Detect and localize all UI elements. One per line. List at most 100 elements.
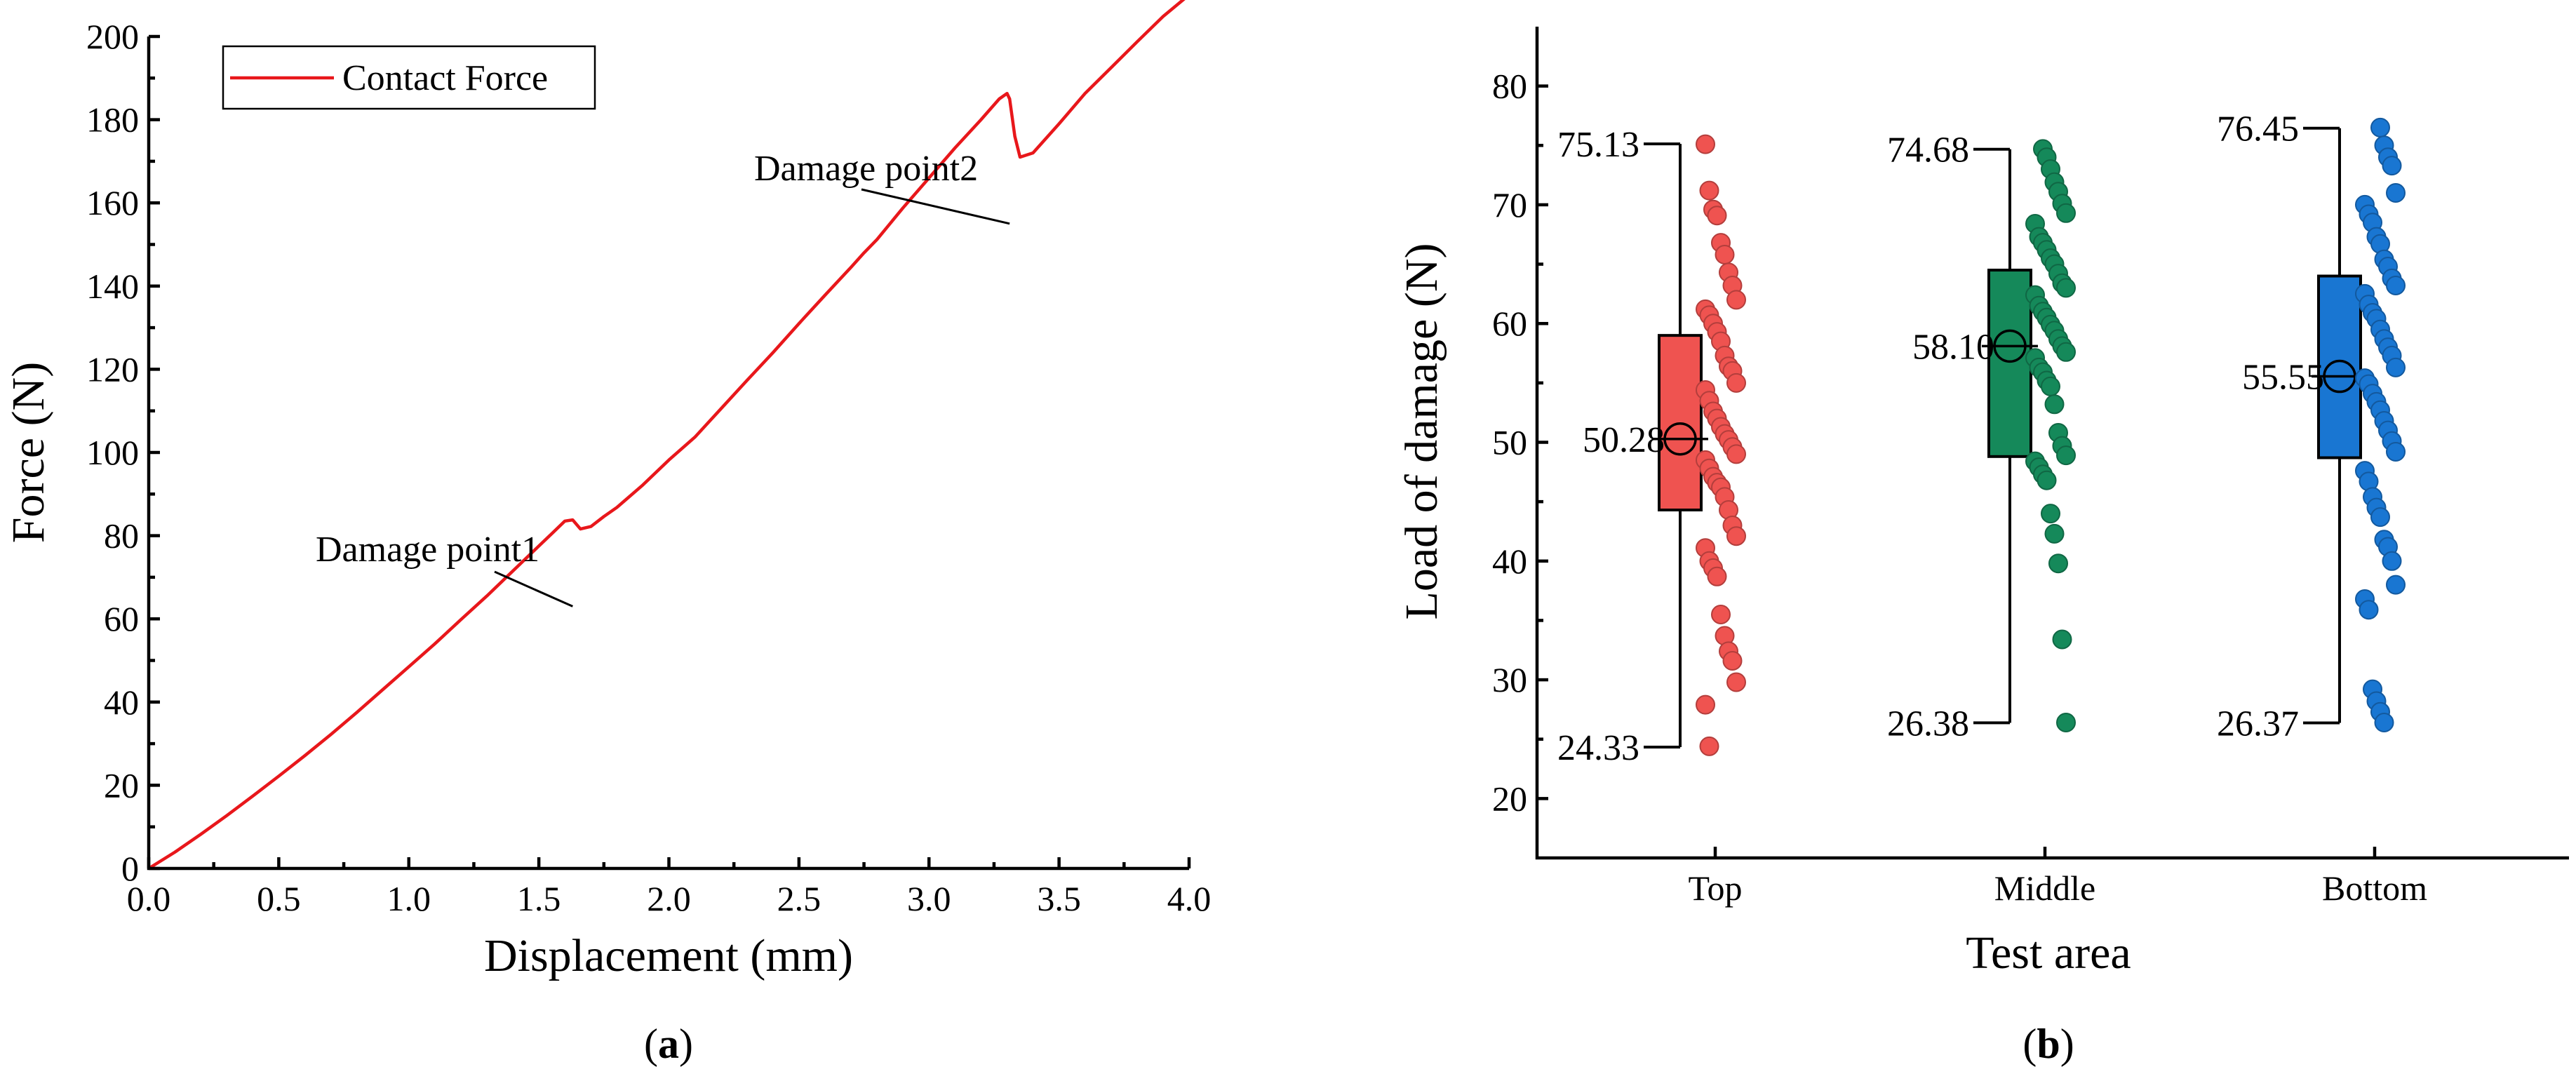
min-label: 26.37 [2217,704,2299,744]
y-axis-label-b: Load of damage (N) [1396,243,1447,620]
panel-caption-a: (a) [644,1021,693,1067]
max-label: 74.68 [1887,130,1969,170]
data-point [1707,566,1727,586]
x-tick-label-a: 3.5 [1037,879,1081,918]
data-point [2041,504,2060,524]
data-point [2048,553,2068,574]
axis-frame-a [147,36,1189,871]
mean-label: 58.10 [1912,327,1994,367]
panel-label-a: a [658,1021,679,1067]
y-tick-label-a: 0 [121,849,139,888]
data-point [1699,180,1719,201]
y-tick-label-a: 120 [86,349,139,389]
data-point [1726,290,1746,310]
data-point [2386,183,2406,203]
mean-label: 50.28 [1583,420,1665,460]
legend-box [222,45,596,110]
data-point [2359,600,2379,620]
y-axis-label-a: Force (N) [3,362,54,543]
panel-b-box-chart: 20 30 40 50 60 70 80 Top Middle Bottom 75.13 24.33… [1396,27,2569,1067]
panel-label-b: b [2037,1021,2060,1067]
y-tick-label-a: 40 [104,683,139,722]
mean-label: 55.55 [2242,358,2324,398]
y-tick-label-b: 70 [1492,185,1527,224]
panel-a-line-chart: 0.0 0.5 1.0 1.5 2.0 2.5 3.0 3.5 4.0 0 20 40 60 80 100 1… [3,0,1211,1067]
data-point [1707,206,1727,226]
x-tick-label-a: 0.0 [127,879,171,918]
data-point [1726,444,1746,464]
data-point [2370,507,2390,528]
x-axis-label-a: Displacement (mm) [484,930,853,981]
data-point [1726,526,1746,546]
data-point [1696,134,1715,154]
data-point [2370,117,2390,137]
y-tick-label-a: 80 [104,516,139,556]
data-point [2041,376,2060,396]
annotation-leader-damage-point1 [494,570,573,607]
max-label: 75.13 [1557,125,1639,165]
data-point [2044,394,2065,415]
y-tick-label-b: 30 [1492,660,1527,699]
x-tick-label-a: 4.0 [1167,879,1212,918]
data-point [2052,629,2072,650]
x-tick-label-a: 0.5 [257,879,301,918]
panel-caption-b: (b) [2022,1021,2074,1067]
annotation-damage-point1: Damage point1 [316,530,539,570]
data-point [2382,156,2402,176]
x-tick-label-a: 1.5 [517,879,561,918]
data-point [2056,278,2076,298]
data-point [2044,523,2065,544]
y-tick-label-a: 60 [104,599,139,638]
min-label: 26.38 [1887,704,1969,744]
annotation-leader-damage-point2 [861,188,1010,225]
x-tick-label-bottom: Bottom [2322,868,2427,908]
y-tick-label-b: 60 [1492,304,1527,343]
data-point [2056,445,2076,466]
y-tick-label-a: 20 [104,765,139,805]
data-point [1726,672,1746,692]
data-point [1696,694,1715,715]
x-tick-label-middle: Middle [1994,868,2095,908]
x-tick-label-a: 2.0 [647,879,691,918]
data-point [1711,605,1731,624]
y-tick-label-a: 180 [86,100,139,140]
x-axis-label-b: Test area [1966,927,2131,979]
y-tick-label-b: 20 [1492,779,1527,818]
data-point [2056,342,2076,362]
y-tick-label-b: 40 [1492,542,1527,581]
max-label: 76.45 [2217,109,2299,149]
y-tick-label-b: 50 [1492,423,1527,462]
data-point [2056,713,2076,732]
box-middle [1987,269,2032,458]
x-tick-label-a: 2.5 [777,879,821,918]
data-point [2386,575,2406,595]
data-point [2037,470,2057,490]
x-tick-label-a: 1.0 [387,879,431,918]
legend-label-contact-force: Contact Force [342,58,548,98]
x-tick-label-top: Top [1688,868,1742,908]
data-point [1726,372,1746,393]
y-tick-label-a: 140 [86,267,139,306]
y-tick-label-a: 200 [86,17,139,56]
series-line-contact-force [147,0,1186,870]
data-point [1715,245,1735,264]
data-point [1722,651,1743,671]
y-tick-label-b: 80 [1492,67,1527,106]
x-tick-label-a: 3.0 [907,879,951,918]
data-point [1699,736,1719,756]
data-point [2386,357,2406,377]
annotation-damage-point2: Damage point2 [754,149,978,189]
data-point [2382,551,2402,571]
group-top: 75.13 24.33 50.28 [1557,125,1746,768]
min-label: 24.33 [1557,728,1639,768]
y-tick-label-a: 160 [86,183,139,222]
group-middle: 74.68 26.38 58.10 [1887,130,2076,744]
data-point [2056,203,2076,223]
data-point [2386,276,2406,295]
data-point [2374,713,2394,732]
data-point [2386,442,2406,462]
group-bottom: 76.45 26.37 55.55 [2217,109,2406,744]
box-bottom [2317,274,2362,459]
y-tick-label-a: 100 [86,433,139,472]
